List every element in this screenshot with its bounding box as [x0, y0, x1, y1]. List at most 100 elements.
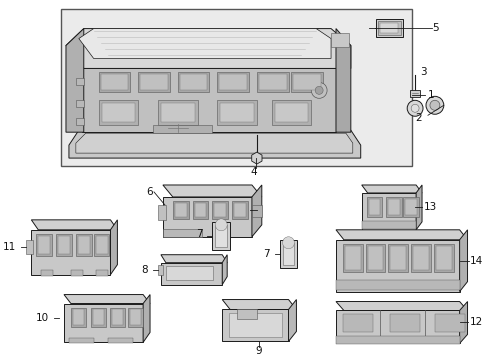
Bar	[99, 72, 130, 92]
Polygon shape	[222, 255, 227, 285]
Text: 8: 8	[141, 265, 148, 275]
Polygon shape	[335, 310, 459, 343]
Bar	[403, 197, 418, 217]
Bar	[217, 100, 256, 125]
Bar	[36, 234, 52, 256]
Bar	[128, 307, 143, 328]
Bar	[282, 243, 294, 265]
Polygon shape	[361, 193, 415, 230]
Bar	[174, 203, 186, 217]
Bar	[366, 197, 382, 217]
Polygon shape	[110, 220, 117, 275]
Bar	[158, 205, 165, 220]
Bar	[335, 280, 459, 289]
Text: 5: 5	[431, 23, 438, 33]
Polygon shape	[415, 185, 421, 230]
Bar	[112, 310, 123, 325]
Bar	[130, 310, 141, 325]
Bar	[258, 75, 286, 90]
Bar	[387, 244, 407, 272]
Polygon shape	[66, 28, 350, 68]
Circle shape	[315, 86, 323, 94]
Bar	[368, 199, 380, 215]
Bar	[140, 75, 167, 90]
Bar	[108, 338, 133, 343]
Bar	[69, 338, 94, 343]
Polygon shape	[76, 133, 352, 153]
Polygon shape	[69, 130, 360, 158]
Bar	[58, 236, 70, 254]
Text: 7: 7	[195, 229, 202, 239]
Text: 3: 3	[419, 67, 426, 77]
Bar	[220, 103, 253, 122]
Polygon shape	[335, 28, 350, 132]
Bar	[279, 240, 297, 268]
Bar	[192, 201, 208, 219]
Bar	[71, 307, 85, 328]
Bar	[99, 100, 138, 125]
Text: 11: 11	[3, 242, 17, 252]
Bar	[342, 244, 362, 272]
Polygon shape	[31, 230, 110, 275]
Bar	[412, 246, 428, 270]
Bar	[433, 244, 453, 272]
Bar	[361, 221, 415, 229]
Circle shape	[311, 82, 326, 98]
Bar	[377, 21, 401, 35]
Polygon shape	[143, 294, 150, 342]
Bar	[256, 72, 288, 92]
Bar	[387, 199, 400, 215]
Text: 6: 6	[146, 187, 153, 197]
Polygon shape	[222, 310, 288, 341]
Bar	[76, 100, 83, 107]
Polygon shape	[163, 197, 251, 237]
Polygon shape	[66, 28, 83, 132]
Text: 4: 4	[250, 167, 257, 177]
Bar	[96, 270, 107, 276]
Text: 13: 13	[423, 202, 436, 212]
Circle shape	[429, 100, 439, 110]
Text: 9: 9	[255, 346, 262, 356]
Bar	[405, 199, 416, 215]
Polygon shape	[251, 185, 261, 237]
Bar	[73, 310, 83, 325]
Bar	[365, 244, 385, 272]
Polygon shape	[64, 294, 150, 303]
Polygon shape	[161, 255, 227, 263]
Text: 12: 12	[468, 318, 482, 328]
Bar	[94, 234, 109, 256]
Bar	[76, 78, 83, 85]
Text: 14: 14	[468, 256, 482, 266]
Bar	[215, 225, 227, 247]
Bar	[367, 246, 383, 270]
Text: 10: 10	[36, 314, 49, 324]
Bar	[163, 229, 202, 237]
Bar	[389, 315, 419, 332]
Bar	[274, 103, 307, 122]
Polygon shape	[335, 240, 459, 292]
Polygon shape	[64, 303, 143, 342]
Bar	[386, 197, 402, 217]
Polygon shape	[251, 152, 262, 164]
Bar	[212, 201, 228, 219]
Bar	[96, 236, 107, 254]
Bar	[214, 203, 226, 217]
Polygon shape	[31, 220, 117, 230]
Bar	[110, 307, 125, 328]
Circle shape	[215, 219, 227, 231]
Polygon shape	[229, 314, 281, 337]
Bar	[271, 100, 311, 125]
Bar	[71, 270, 82, 276]
Bar	[344, 246, 360, 270]
Text: 1: 1	[427, 90, 434, 100]
Bar	[389, 246, 406, 270]
Bar	[251, 205, 261, 217]
Polygon shape	[459, 302, 467, 343]
Bar	[330, 32, 348, 46]
Bar	[435, 246, 451, 270]
Bar	[26, 240, 33, 254]
Bar	[232, 201, 247, 219]
Bar	[165, 266, 213, 280]
Circle shape	[425, 96, 443, 114]
Bar	[375, 19, 403, 37]
